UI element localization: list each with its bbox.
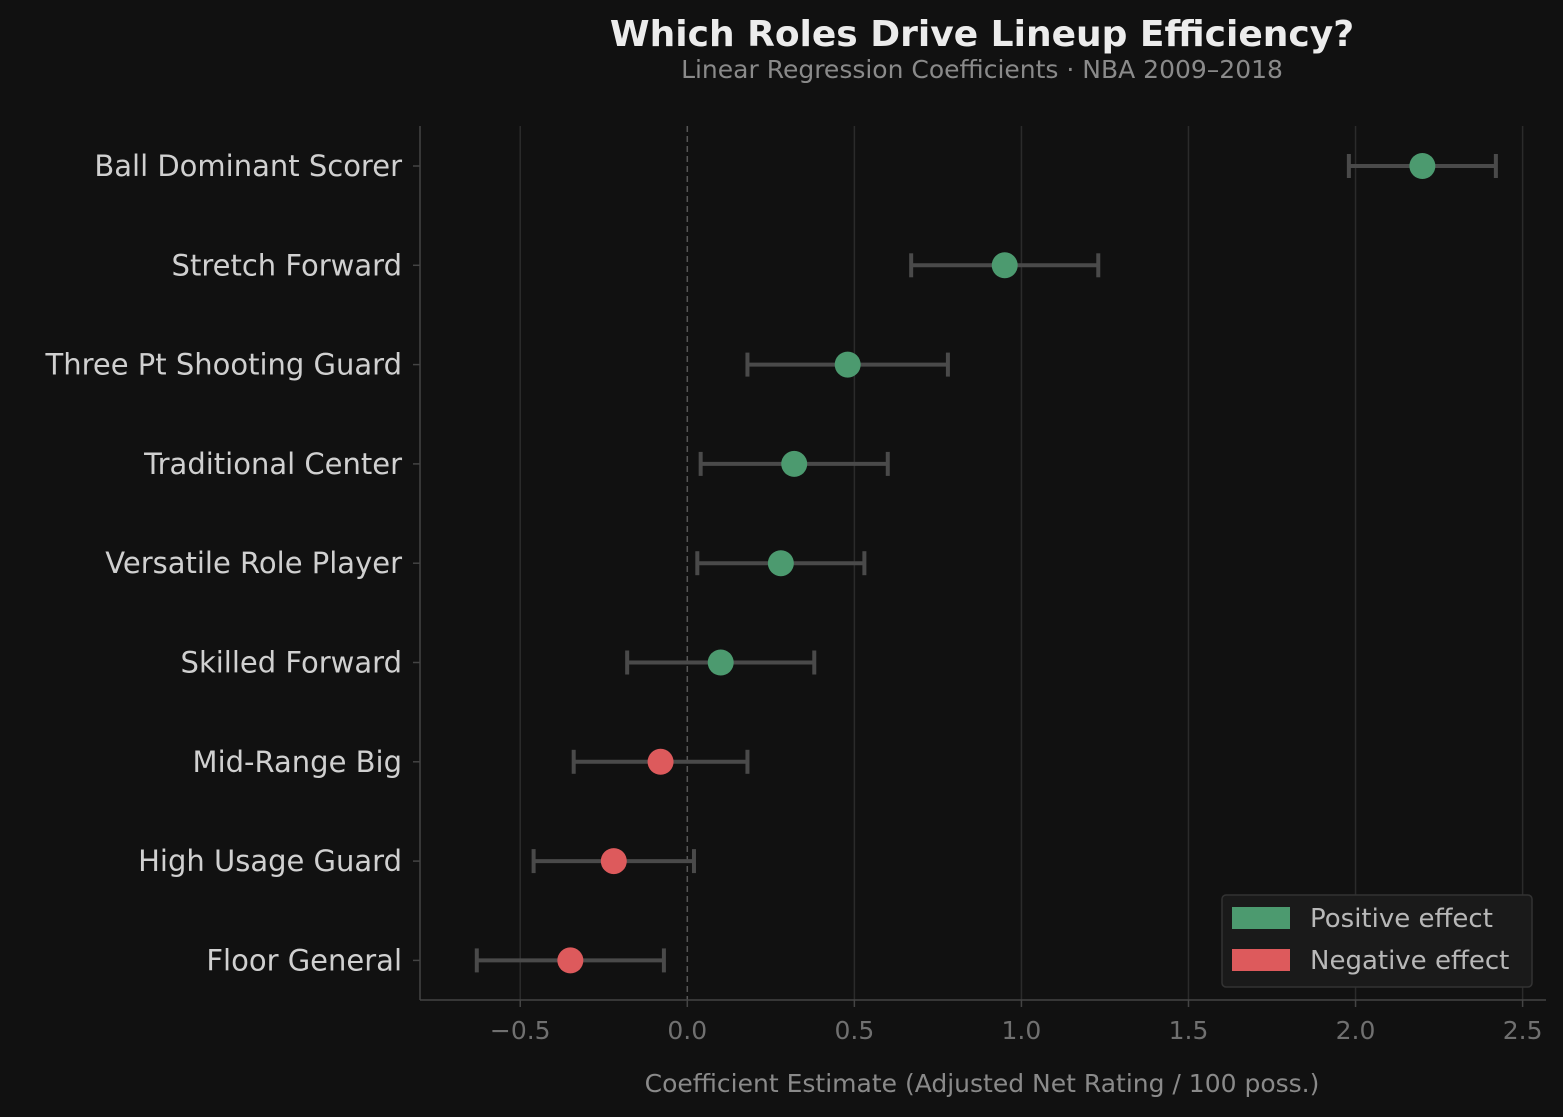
x-tick-label: 0.0 xyxy=(667,1016,707,1045)
data-marks xyxy=(474,153,1498,974)
category-label: Floor General xyxy=(206,943,402,977)
legend-swatch-negative xyxy=(1232,949,1290,971)
estimate-point xyxy=(991,252,1018,279)
estimate-point xyxy=(557,947,584,974)
category-label: Stretch Forward xyxy=(172,248,402,282)
x-tick-label: 2.0 xyxy=(1336,1016,1376,1045)
x-tick-label: 1.5 xyxy=(1169,1016,1209,1045)
x-axis-label: Coefficient Estimate (Adjusted Net Ratin… xyxy=(645,1069,1320,1098)
category-label: Skilled Forward xyxy=(181,646,402,680)
category-label: Versatile Role Player xyxy=(105,546,402,580)
chart-subtitle: Linear Regression Coefficients · NBA 200… xyxy=(681,55,1283,84)
x-tick-labels: −0.5 0.0 0.5 1.0 1.5 2.0 2.5 xyxy=(490,1016,1543,1045)
x-tick-label: 0.5 xyxy=(834,1016,874,1045)
grid-lines xyxy=(519,126,1524,1000)
x-tick-label: 1.0 xyxy=(1002,1016,1042,1045)
estimate-point xyxy=(1409,153,1436,179)
x-tick-label: 2.5 xyxy=(1503,1016,1543,1045)
legend: Positive effect Negative effect xyxy=(1221,894,1533,988)
category-label: Mid-Range Big xyxy=(193,745,402,779)
category-label: Three Pt Shooting Guard xyxy=(44,348,402,382)
estimate-point xyxy=(767,550,794,577)
category-label: High Usage Guard xyxy=(138,844,402,878)
legend-label-positive: Positive effect xyxy=(1310,904,1493,934)
category-labels: Ball Dominant Scorer Stretch Forward Three… xyxy=(44,149,402,977)
estimate-point xyxy=(600,848,627,875)
legend-label-negative: Negative effect xyxy=(1310,946,1509,976)
category-label: Ball Dominant Scorer xyxy=(94,149,402,183)
legend-swatch-positive xyxy=(1232,907,1290,929)
legend-box xyxy=(1221,894,1533,988)
chart-title: Which Roles Drive Lineup Efficiency? xyxy=(610,14,1354,55)
estimate-point xyxy=(834,351,861,378)
x-tick-label: −0.5 xyxy=(490,1016,551,1045)
category-label: Traditional Center xyxy=(143,447,402,481)
estimate-point xyxy=(647,748,674,775)
estimate-point xyxy=(781,450,808,477)
estimate-point xyxy=(707,649,734,676)
axes xyxy=(413,126,1546,1007)
